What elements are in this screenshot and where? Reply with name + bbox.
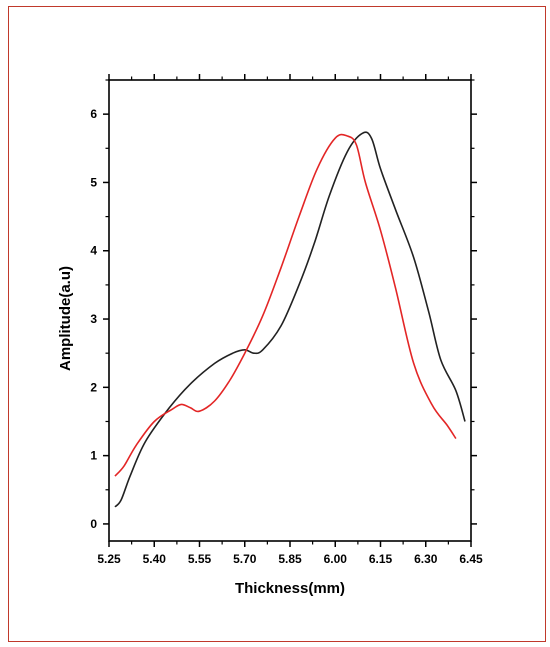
plot-border	[108, 79, 472, 542]
series-line-red	[114, 133, 457, 477]
y-tick-label: 3	[90, 312, 97, 326]
plot-area: 5.25 5.40 5.55 5.70 5.85 6.00 6.15 6.30 6.45 0 1 2 3…	[90, 74, 483, 566]
x-tick-label: 5.25	[97, 552, 121, 566]
x-tick-label: 5.70	[233, 552, 257, 566]
x-tick-label: 5.85	[278, 552, 302, 566]
figure-frame	[8, 6, 546, 642]
y-tick-label: 4	[90, 244, 97, 258]
x-tick-label: 6.30	[414, 552, 438, 566]
y-tick-label: 0	[90, 517, 97, 531]
series-line-black	[114, 131, 466, 508]
y-axis-label: Amplitude(a.u)	[57, 266, 74, 371]
x-axis-label: Thickness(mm)	[235, 580, 345, 597]
y-tick-label: 6	[90, 107, 97, 121]
x-tick-label: 6.15	[369, 552, 393, 566]
x-tick-label: 5.40	[143, 552, 167, 566]
y-tick-label: 1	[90, 449, 97, 463]
y-tick-label: 5	[90, 175, 97, 189]
y-tick-label: 2	[90, 380, 97, 394]
x-tick-label: 5.55	[188, 552, 212, 566]
x-tick-label: 6.00	[324, 552, 348, 566]
x-tick-label: 6.45	[459, 552, 483, 566]
